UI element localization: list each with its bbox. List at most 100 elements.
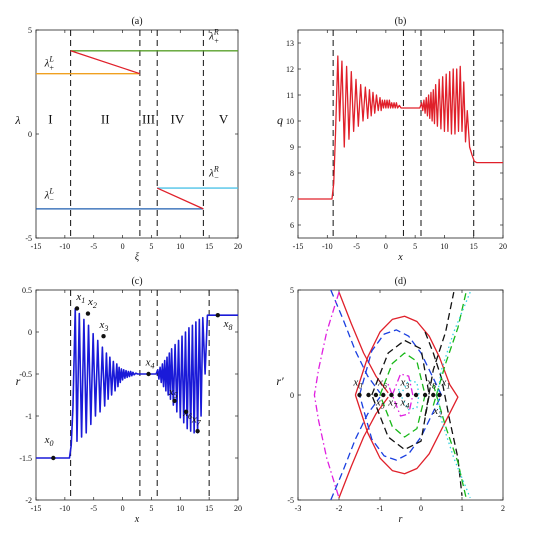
x-tick-label: -15 [293,242,304,251]
x-tick-label: 15 [205,504,213,513]
y-tick-label: 13 [286,39,294,48]
series-line [330,290,381,394]
x-tick-label: 20 [499,242,507,251]
panel-b: (b) -15 -10 -5 0 5 10 15 20 6 7 8 9 10 11 12 13 x q [277,16,507,263]
marker-x4 [146,371,151,377]
marker-x6 [405,392,411,398]
axes-frame [297,29,504,239]
x-tick-label: 5 [149,504,153,513]
series-line [156,187,204,210]
panel-c: (c) -15 -10 -5 0 5 10 15 20 -2 -1.5 -1 -0.5 0 0.5 x r x0 x… [16,276,242,525]
x-tick-label: 0 [121,504,125,513]
x-axis-label: ξ [135,252,140,263]
y-tick-label: -5 [287,496,294,505]
series-line [36,307,238,459]
y-tick-label: 8 [290,169,294,178]
region-label: V [219,112,229,127]
annotation-label: x4 [145,357,155,371]
y-tick-label: 5 [28,26,32,35]
panel-title: (a) [131,16,142,27]
annotation-label: x1 [75,291,85,305]
annotation-label: x1 [441,377,451,391]
marker-x0 [357,392,362,398]
annotation-label: x7 [191,414,202,428]
series-line [397,379,420,411]
region-label: II [101,112,110,127]
marker-x1 [366,392,371,398]
x-tick-label: 15 [470,242,478,251]
y-tick-label: 5 [290,286,294,295]
annotation-label: x2 [432,405,442,419]
y-tick-label: 12 [286,65,294,74]
annotation-label: λR + [208,27,219,45]
x-tick-label: 5 [413,242,417,251]
annotation-label: λL + [44,54,55,72]
x-tick-label: 0 [121,242,125,251]
x-tick-label: -15 [31,504,42,513]
plot-area [36,290,238,500]
x-tick-label: 20 [234,242,242,251]
x-tick-label: 2 [501,504,505,513]
y-tick-label: -2 [25,496,32,505]
panel-title: (c) [131,276,142,287]
x-axis-label: x [397,252,403,263]
x-tick-label: -15 [31,242,42,251]
annotation-label: x3 [98,319,108,333]
y-axis-label: q [277,113,283,127]
x-tick-label: -10 [60,504,71,513]
region-label: III [142,112,155,127]
annotation-label: x8 [426,377,436,391]
marker-x8 [215,313,220,318]
series-line [354,315,459,475]
annotation-label: x4 [400,397,410,411]
plot-area [313,290,471,500]
marker-x2 [373,392,379,398]
annotation-label: x0 [352,377,362,391]
annotation-label: x2 [87,296,97,310]
y-tick-label: 0 [290,391,294,400]
marker-x6 [183,409,189,414]
annotation-label: x5 [375,397,385,411]
annotation-label: x6 [377,377,387,391]
x-tick-label: -5 [90,504,97,513]
series-line [298,55,503,200]
panel-title: (d) [395,276,407,287]
plot-area [298,30,503,238]
series-line [379,352,426,438]
x-tick-label: -5 [90,242,97,251]
y-tick-label: -1.5 [19,454,32,463]
y-tick-label: -5 [25,234,32,243]
series-line [424,331,463,496]
series-line [338,396,389,499]
x-tick-label: 0 [384,242,388,251]
x-axis-label: r [399,514,403,525]
x-tick-label: -10 [60,242,71,251]
series-line [387,373,414,417]
series-line [432,291,467,406]
y-tick-label: 11 [286,91,294,100]
x-tick-label: 15 [205,242,213,251]
marker-x8 [422,392,428,398]
x-axis-label: x [134,514,140,525]
panel-title: (b) [395,16,407,27]
y-axis-label: r′ [276,374,284,388]
marker-x0 [51,455,56,461]
plot-area [36,30,238,238]
y-tick-label: 9 [290,143,294,152]
annotation-label: x7 [387,397,398,411]
region-label: I [48,112,52,127]
series-line [330,396,381,500]
series-line [432,384,467,499]
y-tick-label: 7 [290,195,294,204]
x-tick-label: 1 [460,504,464,513]
marker-x10 [437,392,442,398]
marker-x7 [413,392,419,398]
annotation-label: x3 [400,377,410,391]
axes-frame [35,29,239,239]
x-tick-label: 20 [234,504,242,513]
annotation-label: x0 [44,434,54,448]
x-tick-label: 10 [176,504,184,513]
marker-x7 [195,428,200,434]
annotation-label: λL − [44,186,55,204]
